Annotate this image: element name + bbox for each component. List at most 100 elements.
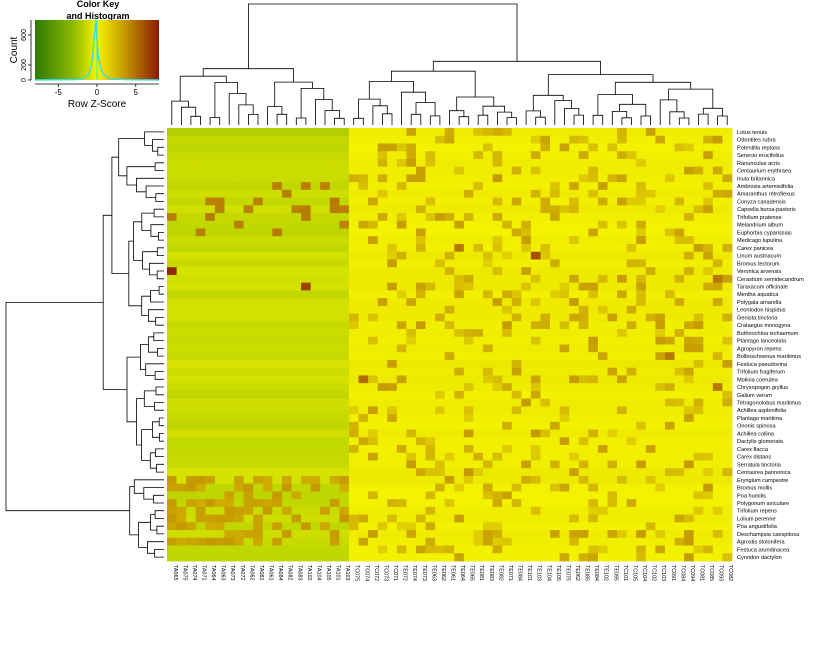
heatmap-cell xyxy=(205,545,216,554)
heatmap-cell xyxy=(540,305,551,314)
heatmap-cell xyxy=(415,321,426,330)
heatmap-cell xyxy=(348,359,359,369)
heatmap-cell xyxy=(626,174,637,183)
heatmap-cell xyxy=(415,475,426,485)
heatmap-cell xyxy=(550,336,561,345)
heatmap-cell xyxy=(674,313,685,322)
heatmap-cell xyxy=(492,429,503,438)
heatmap-cell xyxy=(473,352,484,361)
heatmap-cell xyxy=(272,166,283,175)
heatmap-cell xyxy=(262,491,273,500)
heatmap-cell xyxy=(521,128,532,137)
heatmap-cell xyxy=(435,313,446,322)
heatmap-cell xyxy=(339,336,350,345)
heatmap-cell xyxy=(415,398,426,407)
heatmap-cell xyxy=(329,329,340,338)
heatmap-cell xyxy=(540,452,551,461)
heatmap-cell xyxy=(301,182,312,191)
heatmap-cell xyxy=(425,298,436,307)
heatmap-cell xyxy=(492,514,503,523)
heatmap-cell xyxy=(511,506,522,516)
heatmap-cell xyxy=(492,398,503,407)
heatmap-cell xyxy=(463,189,474,198)
heatmap-cell xyxy=(578,298,589,307)
heatmap-cell xyxy=(511,197,522,206)
heatmap-cell xyxy=(272,259,283,268)
heatmap-cell xyxy=(368,205,379,214)
heatmap-cell xyxy=(578,305,589,314)
heatmap-cell xyxy=(234,545,245,554)
heatmap-cell xyxy=(224,344,235,353)
heatmap-cell xyxy=(243,128,254,137)
heatmap-cell xyxy=(588,336,599,345)
heatmap-cell xyxy=(492,359,503,369)
heatmap-cell xyxy=(214,251,225,260)
heatmap-cell xyxy=(281,506,292,516)
heatmap-cell xyxy=(569,151,580,160)
heatmap-cell xyxy=(301,189,312,198)
heatmap-cell xyxy=(674,344,685,353)
heatmap-cell xyxy=(502,522,513,531)
heatmap-cell xyxy=(559,220,570,229)
heatmap-cell xyxy=(703,429,714,438)
heatmap-cell xyxy=(195,182,206,191)
heatmap-cell xyxy=(559,236,570,245)
heatmap-cell xyxy=(262,220,273,229)
dendrogram-branch xyxy=(129,486,139,536)
heatmap-cell xyxy=(358,143,369,152)
heatmap-cell xyxy=(444,367,455,376)
heatmap-cell xyxy=(693,128,704,137)
heatmap-cell xyxy=(703,514,714,523)
heatmap-cell xyxy=(722,243,733,253)
heatmap-cell xyxy=(358,135,369,144)
heatmap-cell xyxy=(502,344,513,353)
dendrogram-branch xyxy=(136,398,145,446)
heatmap-cell xyxy=(550,367,561,376)
heatmap-cell xyxy=(578,259,589,268)
heatmap-cell xyxy=(243,398,254,407)
heatmap-cell xyxy=(645,182,656,191)
heatmap-cell xyxy=(578,228,589,237)
heatmap-cell xyxy=(214,383,225,392)
heatmap-cell xyxy=(368,545,379,554)
heatmap-cell xyxy=(540,282,551,291)
ck-y-tick-label: 600 xyxy=(21,29,28,41)
dendrogram-branch xyxy=(482,105,506,116)
heatmap-cell xyxy=(291,220,302,229)
heatmap-cell xyxy=(406,128,417,137)
heatmap-cell xyxy=(415,151,426,160)
heatmap-cell xyxy=(339,537,350,546)
heatmap-cell xyxy=(205,228,216,237)
heatmap-cell xyxy=(521,336,532,345)
heatmap-cell xyxy=(463,429,474,438)
heatmap-cell xyxy=(569,298,580,307)
heatmap-cell xyxy=(272,553,283,562)
heatmap-cell xyxy=(645,282,656,291)
heatmap-cell xyxy=(530,506,541,516)
column-label: TC071 xyxy=(392,565,398,581)
heatmap-cell xyxy=(387,545,398,554)
heatmap-cell xyxy=(301,236,312,245)
heatmap-cell xyxy=(339,421,350,430)
heatmap-cell xyxy=(358,437,369,446)
heatmap-cell xyxy=(626,406,637,415)
dendrogram-branch xyxy=(564,108,580,125)
heatmap-cell xyxy=(214,522,225,531)
heatmap-cell xyxy=(607,282,618,291)
heatmap-cell xyxy=(329,143,340,152)
heatmap-cell xyxy=(377,390,388,400)
heatmap-cell xyxy=(320,514,331,523)
heatmap-cell xyxy=(607,359,618,369)
heatmap-cell xyxy=(272,336,283,345)
heatmap-cell xyxy=(693,352,704,361)
heatmap-cell xyxy=(186,205,197,214)
heatmap-cell xyxy=(176,282,187,291)
heatmap-cell xyxy=(435,158,446,168)
heatmap-cell xyxy=(540,406,551,415)
heatmap-cell xyxy=(569,483,580,492)
heatmap-cell xyxy=(435,537,446,546)
heatmap-cell xyxy=(243,189,254,198)
heatmap-cell xyxy=(320,352,331,361)
row-label: Inula britannica xyxy=(737,176,776,182)
heatmap-cell xyxy=(617,452,628,461)
